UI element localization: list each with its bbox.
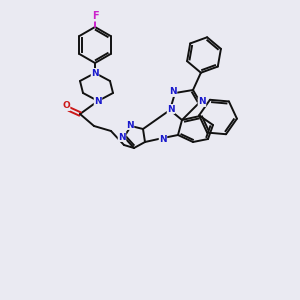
Text: N: N [91, 68, 99, 77]
Text: O: O [62, 101, 70, 110]
Text: N: N [118, 133, 126, 142]
Text: N: N [159, 134, 167, 143]
Text: N: N [198, 98, 206, 106]
Text: N: N [169, 88, 177, 97]
Text: N: N [167, 104, 175, 113]
Text: F: F [92, 11, 98, 21]
Text: N: N [126, 121, 134, 130]
Text: N: N [94, 97, 102, 106]
